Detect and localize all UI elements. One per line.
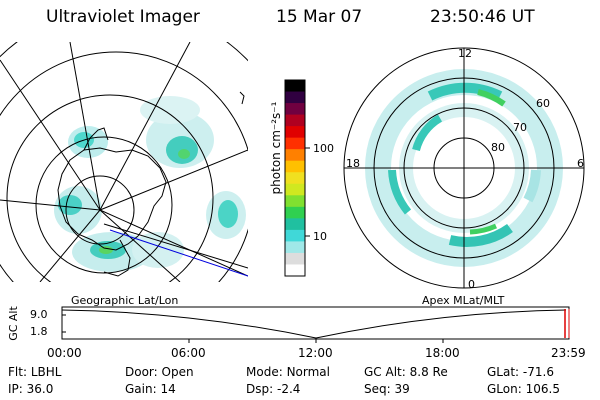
colorbar-segment (285, 229, 305, 242)
info-door: Door: Open (125, 365, 194, 379)
timeline-ytick-1.8: 1.8 (30, 325, 48, 338)
colorbar (284, 79, 306, 277)
time-label: 23:50:46 UT (430, 7, 535, 27)
instrument-title: Ultraviolet Imager (46, 7, 200, 27)
apex-map (343, 47, 585, 289)
info-filter: Flt: LBHL (8, 365, 62, 379)
date-label: 15 Mar 07 (276, 7, 363, 27)
timeline-xtick: 18:00 (425, 346, 460, 360)
mlt-label-6: 6 (577, 157, 584, 170)
mlat-label-60: 60 (536, 97, 550, 110)
info-seq: Seq: 39 (364, 382, 410, 396)
colorbar-segment (285, 103, 305, 116)
colorbar-segment (285, 160, 305, 173)
colorbar-segment (285, 91, 305, 104)
timeline-xtick: 00:00 (47, 346, 82, 360)
info-gain: Gain: 14 (125, 382, 176, 396)
geographic-map (0, 42, 248, 282)
timeline-xtick: 12:00 (298, 346, 333, 360)
mlat-label-70: 70 (513, 121, 527, 134)
colorbar-tick-10: 10 (313, 230, 327, 243)
colorbar-segment (285, 183, 305, 196)
colorbar-segment (285, 80, 305, 93)
altitude-timeline (61, 306, 570, 343)
timeline-xtick: 06:00 (171, 346, 206, 360)
colorbar-segment (285, 137, 305, 150)
timeline-ytick-9: 9.0 (30, 308, 48, 321)
colorbar-segment (285, 149, 305, 162)
info-ip: IP: 36.0 (8, 382, 54, 396)
colorbar-segment (285, 126, 305, 139)
colorbar-segment (285, 195, 305, 208)
apex-caption: Apex MLat/MLT (422, 294, 505, 307)
info-gc-alt: GC Alt: 8.8 Re (364, 365, 448, 379)
timeline-xtick: 23:59 (551, 346, 586, 360)
colorbar-tick-100: 100 (313, 142, 334, 155)
colorbar-segment (285, 264, 305, 277)
colorbar-segment (285, 114, 305, 127)
mlat-label-80: 80 (491, 141, 505, 154)
timeline-ylabel: GC Alt (6, 306, 20, 341)
colorbar-unit-label: photon cm⁻²s⁻¹ (269, 101, 283, 195)
mlt-label-0: 0 (468, 278, 475, 291)
info-mode: Mode: Normal (246, 365, 330, 379)
colorbar-segment (285, 252, 305, 265)
mlt-label-18: 18 (346, 157, 360, 170)
geographic-caption: Geographic Lat/Lon (71, 294, 179, 307)
colorbar-segment (285, 241, 305, 254)
colorbar-segment (285, 206, 305, 219)
info-dsp: Dsp: -2.4 (246, 382, 301, 396)
colorbar-segment (285, 218, 305, 231)
mlt-label-12: 12 (458, 47, 472, 60)
info-glon: GLon: 106.5 (487, 382, 560, 396)
colorbar-segment (285, 172, 305, 185)
info-glat: GLat: -71.6 (487, 365, 554, 379)
